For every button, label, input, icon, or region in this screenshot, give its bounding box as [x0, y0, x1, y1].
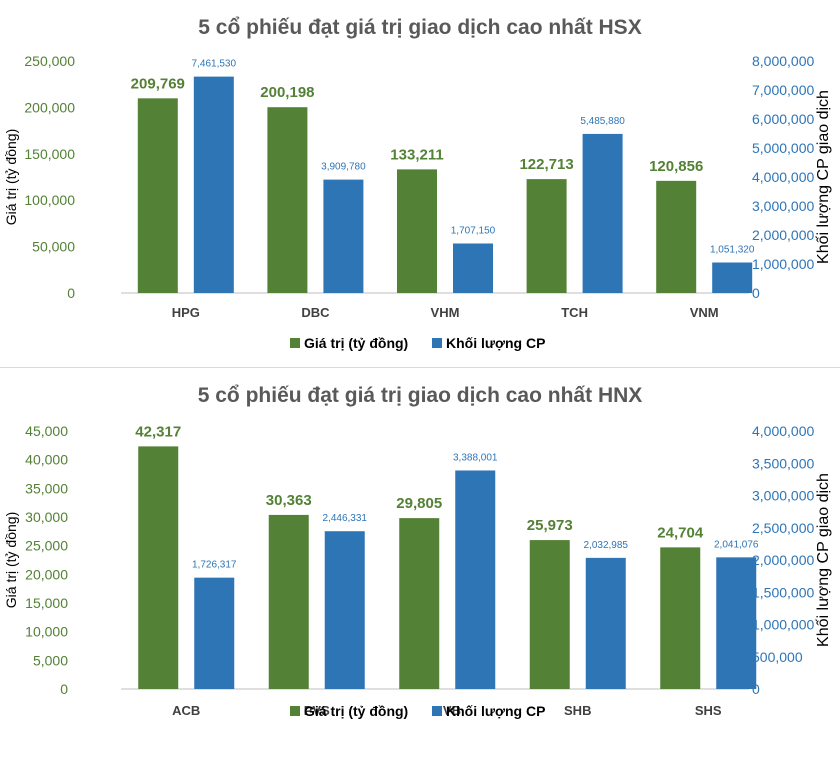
volume-data-label: 1,707,150 — [451, 225, 496, 236]
y-tick-label: 50,000 — [32, 239, 75, 255]
value-bar — [138, 446, 179, 689]
legend-swatch-value — [290, 338, 300, 348]
category-label: SHB — [564, 703, 591, 718]
value-data-label: 122,713 — [519, 156, 573, 173]
y-tick-label: 0 — [60, 681, 68, 697]
value-bar — [656, 180, 697, 293]
y2-tick-label: 7,000,000 — [752, 82, 814, 98]
legend-label-volume: Khối lượng CP — [446, 703, 545, 719]
volume-bar — [455, 470, 496, 689]
category-label: VHM — [431, 305, 460, 320]
value-data-label: 209,769 — [131, 75, 185, 92]
legend-swatch-volume — [432, 338, 442, 348]
volume-bar — [323, 179, 364, 293]
y-tick-label: 20,000 — [25, 566, 68, 582]
y2-tick-label: 4,000,000 — [752, 423, 814, 439]
volume-bar — [582, 133, 623, 293]
y2-tick-label: 1,500,000 — [752, 584, 814, 600]
y2-tick-label: 2,500,000 — [752, 520, 814, 536]
y2-tick-label: 2,000,000 — [752, 227, 814, 243]
value-bar — [397, 169, 437, 293]
volume-bar — [716, 557, 757, 689]
y-tick-label: 5,000 — [33, 652, 68, 668]
y-tick-label: 200,000 — [24, 99, 75, 115]
value-data-label: 25,973 — [527, 517, 573, 534]
volume-bar — [453, 243, 493, 293]
y-tick-label: 25,000 — [25, 538, 68, 554]
value-bar — [267, 107, 308, 294]
y2-axis-title: Khối lượng CP giao dịch — [815, 90, 832, 264]
volume-data-label: 2,041,076 — [714, 539, 759, 550]
volume-data-label: 3,388,001 — [453, 452, 498, 463]
category-label: HPG — [172, 305, 200, 320]
chart-title: 5 cổ phiếu đạt giá trị giao dịch cao nhấ… — [198, 384, 643, 407]
value-data-label: 29,805 — [396, 495, 442, 512]
value-data-label: 30,363 — [266, 492, 312, 509]
value-bar — [399, 518, 440, 689]
chart-title: 5 cổ phiếu đạt giá trị giao dịch cao nhấ… — [198, 16, 641, 39]
value-data-label: 133,211 — [390, 146, 443, 163]
y2-tick-label: 500,000 — [752, 649, 803, 665]
chart-divider — [0, 367, 840, 368]
value-bar — [660, 547, 701, 689]
category-label: SHS — [695, 703, 722, 718]
category-label: ACB — [172, 703, 200, 718]
value-data-label: 42,317 — [135, 423, 181, 440]
y-tick-label: 40,000 — [25, 452, 68, 468]
legend-label-value: Giá trị (tỷ đồng) — [304, 335, 408, 351]
volume-data-label: 1,051,320 — [710, 245, 755, 256]
y-tick-label: 30,000 — [25, 509, 68, 525]
value-bar — [526, 179, 567, 293]
category-label: PVS — [304, 703, 330, 718]
legend-swatch-value — [290, 706, 300, 716]
volume-bar — [194, 577, 235, 689]
y2-tick-label: 2,000,000 — [752, 552, 814, 568]
category-label: DBC — [301, 305, 330, 320]
value-bar — [137, 98, 178, 293]
value-data-label: 24,704 — [657, 524, 704, 541]
y-tick-label: 100,000 — [24, 192, 75, 208]
y2-tick-label: 6,000,000 — [752, 111, 814, 127]
volume-data-label: 2,446,331 — [323, 513, 368, 524]
volume-data-label: 3,909,780 — [321, 162, 366, 173]
y-axis-title: Giá trị (tỷ đồng) — [3, 129, 19, 225]
legend-swatch-volume — [432, 706, 442, 716]
y2-tick-label: 0 — [752, 285, 760, 301]
y-tick-label: 0 — [67, 285, 75, 301]
category-label: VNM — [690, 305, 719, 320]
y2-tick-label: 3,000,000 — [752, 488, 814, 504]
volume-data-label: 5,485,880 — [580, 116, 625, 127]
legend-label-value: Giá trị (tỷ đồng) — [304, 703, 408, 719]
volume-bar — [712, 262, 753, 293]
value-bar — [529, 540, 570, 689]
y2-tick-label: 8,000,000 — [752, 53, 814, 69]
y2-tick-label: 1,000,000 — [752, 617, 814, 633]
volume-bar — [585, 557, 626, 689]
volume-bar — [193, 76, 234, 293]
value-bar — [268, 514, 309, 689]
y-tick-label: 35,000 — [25, 480, 68, 496]
y2-tick-label: 3,500,000 — [752, 455, 814, 471]
y-tick-label: 45,000 — [25, 423, 68, 439]
y-tick-label: 10,000 — [25, 624, 68, 640]
legend-label-volume: Khối lượng CP — [446, 335, 545, 351]
volume-data-label: 7,461,530 — [192, 59, 237, 70]
y-tick-label: 250,000 — [24, 53, 75, 69]
y2-tick-label: 3,000,000 — [752, 198, 814, 214]
volume-data-label: 2,032,985 — [584, 540, 629, 551]
volume-data-label: 1,726,317 — [192, 560, 237, 571]
y-tick-label: 15,000 — [25, 595, 68, 611]
y2-tick-label: 5,000,000 — [752, 140, 814, 156]
value-data-label: 120,856 — [649, 158, 703, 175]
category-label: TCH — [561, 305, 588, 320]
y2-axis-title: Khối lượng CP giao dịch — [815, 473, 832, 647]
y2-tick-label: 1,000,000 — [752, 256, 814, 272]
y-axis-title: Giá trị (tỷ đồng) — [3, 512, 19, 608]
y-tick-label: 150,000 — [24, 146, 75, 162]
value-data-label: 200,198 — [260, 84, 314, 101]
y2-tick-label: 4,000,000 — [752, 169, 814, 185]
volume-bar — [324, 531, 365, 689]
